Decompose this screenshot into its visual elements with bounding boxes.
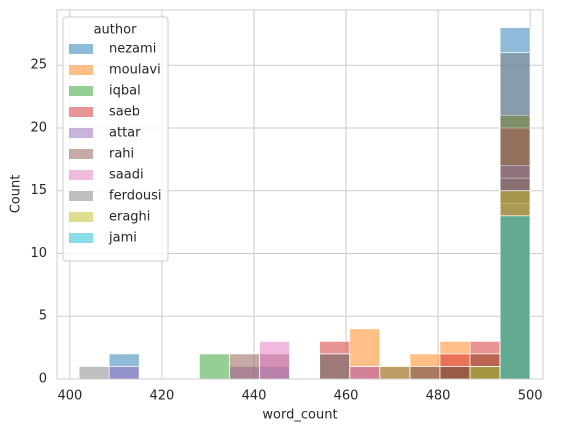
bar (499, 215, 531, 380)
y-tick-label: 15 (30, 183, 47, 198)
y-tick-label: 5 (39, 309, 47, 324)
legend-label: saadi (109, 168, 144, 183)
x-tick-label: 420 (150, 389, 175, 404)
legend-label: attar (109, 126, 141, 141)
legend-swatch (69, 44, 93, 54)
y-tick-label: 20 (30, 120, 47, 135)
x-tick-label: 480 (426, 389, 451, 404)
legend-label: nezami (109, 42, 156, 57)
x-tick-label: 440 (242, 389, 267, 404)
bar (78, 366, 110, 380)
legend-label: ferdousi (109, 189, 162, 204)
plot-frame (56, 9, 544, 380)
legend-swatch (69, 86, 93, 96)
x-tick-label: 500 (518, 389, 543, 404)
legend-label: jami (108, 231, 137, 246)
legend-swatch (69, 128, 93, 138)
legend-swatch (69, 149, 93, 159)
legend-label: saeb (109, 105, 140, 120)
y-tick-label: 0 (39, 372, 47, 387)
legend-label: rahi (109, 147, 134, 162)
bar (319, 353, 351, 380)
bar (379, 366, 411, 380)
bar (259, 340, 290, 380)
bar (469, 366, 501, 380)
legend-label: iqbal (109, 84, 141, 99)
x-tick-label: 460 (334, 389, 359, 404)
bar (229, 353, 260, 380)
y-tick-label: 10 (30, 246, 47, 261)
bar (108, 366, 140, 380)
legend-swatch (69, 233, 93, 243)
x-tick-label: 400 (57, 389, 82, 404)
y-axis-label: Count (9, 175, 24, 214)
legend-swatch (69, 65, 93, 75)
legend-swatch (69, 170, 93, 180)
legend-swatch (69, 107, 93, 117)
legend-swatch (69, 191, 93, 201)
bar (349, 366, 381, 380)
bar (409, 366, 441, 380)
bar (198, 353, 230, 380)
legend-label: eraghi (109, 210, 150, 225)
bar (439, 366, 471, 380)
y-tick-label: 25 (30, 58, 47, 73)
legend-label: moulavi (109, 63, 161, 78)
x-axis-label: word_count (262, 408, 337, 423)
legend-title: author (94, 23, 137, 38)
legend-swatch (69, 212, 93, 222)
